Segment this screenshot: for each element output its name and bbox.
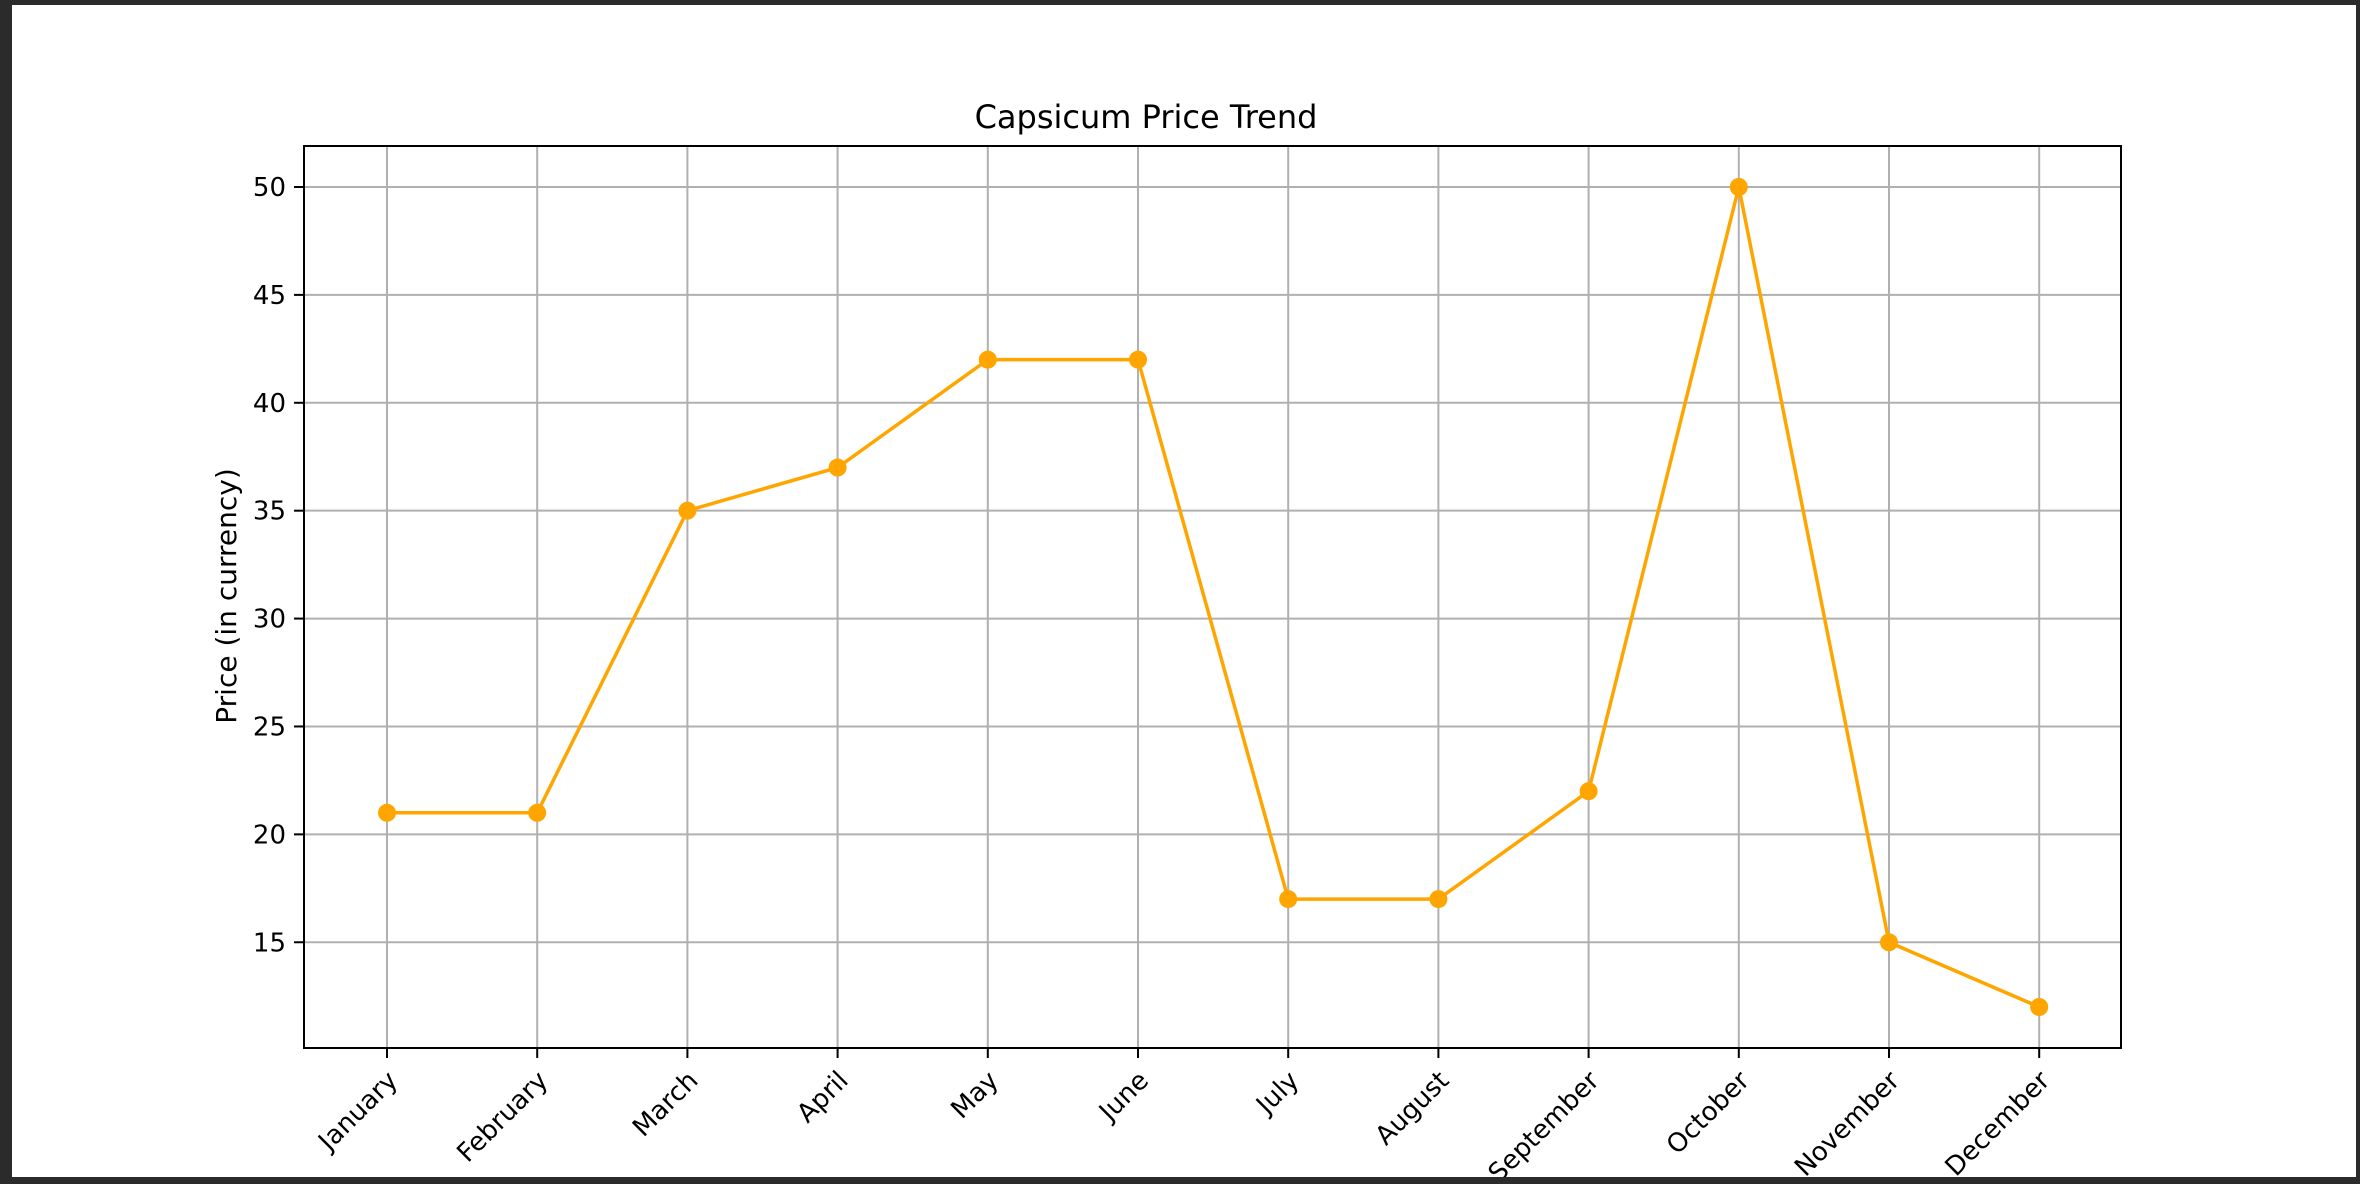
y-tick-label: 35: [253, 497, 286, 527]
data-point-april: [828, 458, 847, 477]
data-point-may: [978, 350, 997, 369]
data-point-june: [1129, 350, 1147, 369]
x-tick-label: November: [1789, 1066, 1906, 1177]
x-tick-label: August: [1370, 1066, 1456, 1152]
grid-lines: [304, 146, 2121, 1048]
axis-ticks: 15 20 25 30 35 40 45 50 January February March Apri…: [253, 173, 2056, 1177]
x-tick-label: January: [312, 1066, 404, 1158]
plot-area-frame: [303, 145, 2122, 1049]
y-tick-label: 45: [253, 281, 286, 311]
data-point-march: [678, 501, 697, 520]
x-tick-label: May: [946, 1066, 1005, 1125]
line-chart: Capsicum Price Trend Price (in currency)…: [210, 98, 2122, 1177]
y-tick-label: 20: [253, 820, 286, 850]
data-point-july: [1279, 890, 1298, 909]
data-point-august: [1429, 890, 1448, 909]
data-point-september: [1579, 782, 1598, 801]
y-tick-label: 40: [253, 389, 286, 419]
series-layer: [378, 178, 2049, 1016]
chart-title: Capsicum Price Trend: [975, 98, 1318, 136]
x-tick-label: July: [1249, 1066, 1305, 1122]
x-tick-label: June: [1092, 1066, 1155, 1129]
x-tick-label: April: [791, 1066, 854, 1129]
x-tick-label: October: [1661, 1066, 1756, 1161]
series-line: [387, 185, 2040, 1009]
data-point-december: [2030, 998, 2049, 1016]
data-point-january: [378, 803, 396, 822]
y-tick-label: 50: [253, 173, 286, 203]
data-point-october: [1729, 178, 1748, 196]
x-tick-label: September: [1483, 1066, 1606, 1177]
y-axis-label: Price (in currency): [210, 468, 243, 723]
data-point-november: [1880, 933, 1898, 952]
y-tick-label: 30: [253, 605, 286, 635]
data-point-february: [528, 803, 547, 822]
x-tick-label: March: [627, 1066, 704, 1143]
x-tick-label: February: [451, 1066, 554, 1169]
y-tick-label: 15: [253, 928, 286, 958]
x-tick-label: December: [1940, 1066, 2057, 1177]
figure-canvas: Capsicum Price Trend Price (in currency)…: [12, 5, 2356, 1177]
y-tick-label: 25: [253, 712, 286, 742]
